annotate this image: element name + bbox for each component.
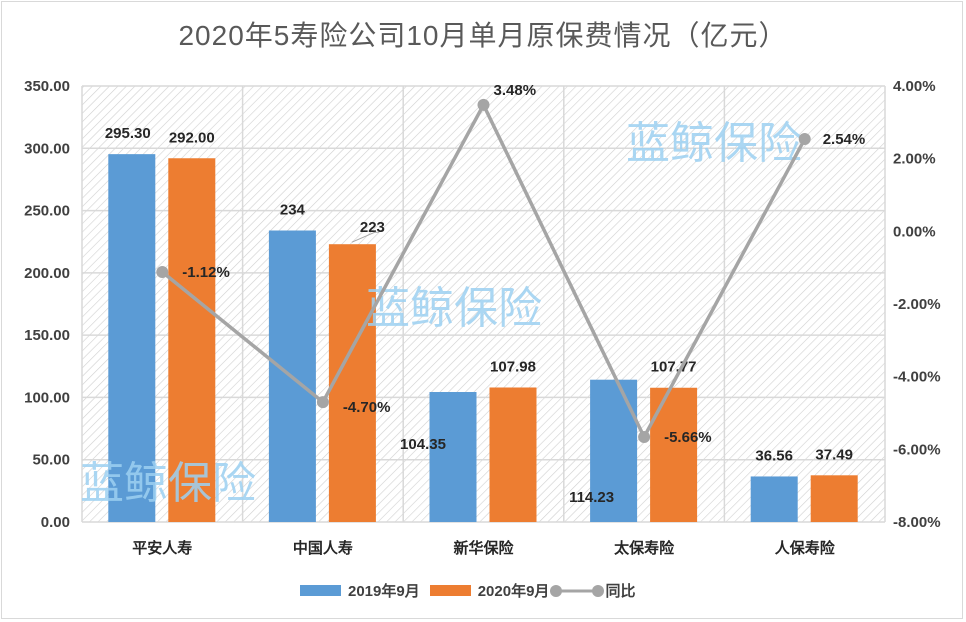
legend-item-yoy: 同比 [549,580,635,601]
line-point [798,133,811,146]
bar-data-label: 104.35 [400,436,446,453]
bar-data-label: 107.77 [651,359,697,376]
line-point [477,98,490,111]
legend-swatch [429,585,471,596]
bar-data-label: 107.98 [490,358,536,375]
bar-data-label: 37.49 [815,446,853,463]
legend-label: 2020年9月 [477,583,550,600]
right-tick-label: 4.00% [893,78,936,95]
bar-data-label: 295.30 [105,125,151,142]
bar-2020 [168,158,216,522]
watermark: 蓝鲸保险 [80,459,256,508]
left-tick-label: 200.00 [24,265,70,282]
legend-item-2019: 2019年9月 [300,580,420,601]
bar-data-label: 292.00 [169,129,215,146]
right-tick-label: 0.00% [893,223,936,240]
leader-line [351,231,379,243]
line-point [638,430,651,443]
right-tick-label: -4.00% [893,369,941,386]
line-data-label: 3.48% [494,82,537,99]
chart-title: 2020年5寿险公司10月单月原保费情况（亿元） [178,20,788,51]
watermark: 蓝鲸保险 [626,119,802,168]
line-data-label: -1.12% [182,264,230,281]
right-tick-label: 2.00% [893,151,936,168]
legend-label: 同比 [605,583,636,600]
left-tick-label: 150.00 [24,327,70,344]
category-label: 平安人寿 [132,539,192,557]
category-label: 中国人寿 [293,539,353,557]
line-point [156,266,169,279]
left-tick-label: 250.00 [24,203,70,220]
line-point [316,396,329,409]
line-data-label: 2.54% [823,131,866,148]
legend: 2019年9月 2020年9月 同比 [300,580,645,601]
bar-data-label: 114.23 [569,489,614,506]
category-label: 太保寿险 [614,539,675,557]
legend-swatch [300,585,341,596]
bar-2020 [489,387,537,522]
watermark: 蓝鲸保险 [366,284,542,333]
plot-area [82,86,885,522]
left-tick-label: 300.00 [24,140,70,157]
bar-2020 [810,475,858,522]
bar-data-label: 36.56 [755,447,793,464]
left-tick-label: 100.00 [24,389,70,406]
bar-data-label: 234 [280,202,306,219]
left-tick-label: 50.00 [32,452,70,469]
right-tick-label: -6.00% [893,441,941,458]
category-label: 人保寿险 [775,539,836,557]
line-data-label: -5.66% [664,429,712,446]
bar-2019 [429,392,477,522]
legend-item-2020: 2020年9月 [429,580,550,601]
line-data-label: -4.70% [343,399,391,416]
legend-label: 2019年9月 [348,583,420,600]
right-tick-label: -8.00% [893,514,941,531]
right-tick-label: -2.00% [893,296,941,313]
legend-line-marker [550,584,605,597]
left-tick-label: 350.00 [24,78,70,95]
category-label: 新华保险 [453,539,514,557]
left-tick-label: 0.00 [41,514,70,531]
bar-2020 [328,244,376,522]
bar-2020 [650,387,698,522]
bar-2019 [108,154,156,522]
bar-2019 [750,476,798,522]
